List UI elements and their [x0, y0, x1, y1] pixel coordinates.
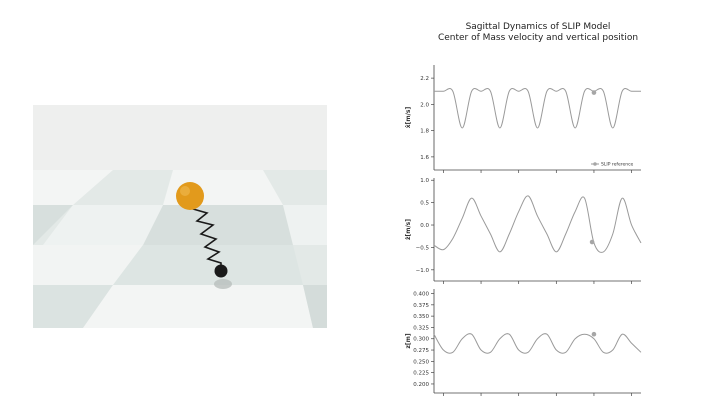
y-tick-label-zdot: 1.0 [420, 178, 429, 184]
slip-marker-z [591, 331, 597, 337]
series-line-xdot [433, 88, 641, 129]
y-tick-label-zdot: 0.5 [420, 201, 429, 207]
y-tick-label-z: 0.225 [413, 371, 429, 377]
y-tick-label-z: 0.400 [413, 292, 429, 298]
y-axis-label-zdot: ż[m/s] [405, 219, 412, 240]
y-tick-label-xdot: 2.0 [420, 102, 429, 108]
foot-shadow [214, 279, 232, 289]
y-tick-label-xdot: 1.8 [420, 129, 429, 135]
series-line-zdot [433, 195, 642, 253]
y-tick-label-z: 0.325 [413, 325, 429, 331]
simulation-scene [33, 105, 327, 328]
checkered-floor [33, 170, 327, 328]
slip-marker-xdot [591, 90, 597, 95]
orange-mass-ball [176, 182, 204, 210]
y-axis-label-xdot: ẋ[m/s] [405, 107, 412, 129]
y-tick-label-zdot: 0.0 [420, 223, 429, 229]
simulation-viewport[interactable] [33, 105, 327, 328]
y-tick-label-z: 0.275 [413, 348, 429, 354]
black-foot [214, 264, 228, 278]
y-tick-label-zdot: −1.0 [416, 268, 430, 274]
y-tick-label-z: 0.250 [413, 359, 429, 365]
y-tick-label-z: 0.200 [413, 382, 429, 388]
legend-marker [593, 162, 597, 166]
y-tick-label-z: 0.350 [413, 314, 429, 320]
y-tick-label-z: 0.300 [413, 337, 429, 343]
series-line-z [433, 333, 642, 354]
slip-marker-zdot [589, 239, 595, 245]
chart-title: Sagittal Dynamics of SLIP Model [465, 22, 611, 32]
legend-label: SLIP reference [601, 162, 634, 168]
y-tick-label-xdot: 2.2 [420, 76, 429, 82]
chart-subtitle: Center of Mass velocity and vertical pos… [437, 33, 639, 43]
y-tick-label-xdot: 1.6 [420, 155, 429, 161]
plot-panel: Sagittal Dynamics of SLIP Model Center o… [400, 18, 660, 398]
chart-figure: 1.6 1.8 2.0 2.2 ẋ[m/s] SLIP reference −1.0 −0.5… [405, 65, 642, 396]
y-axis-label-z: z[m] [405, 333, 412, 348]
y-tick-label-zdot: −0.5 [416, 245, 430, 251]
y-tick-label-z: 0.375 [413, 303, 429, 309]
spring-leg [189, 202, 222, 271]
